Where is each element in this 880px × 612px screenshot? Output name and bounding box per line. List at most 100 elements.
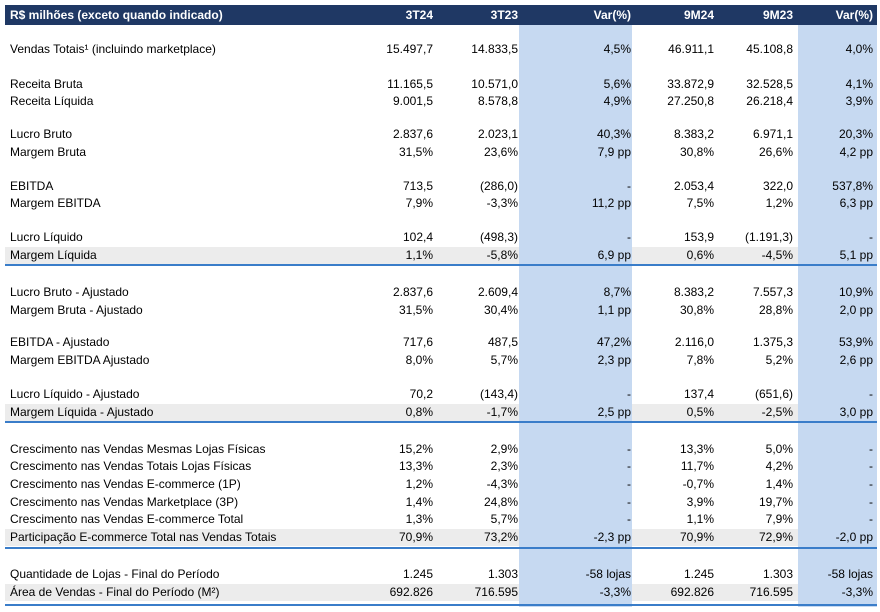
value-9m24: 1.245: [683, 567, 714, 581]
value-9m24: 33.872,9: [667, 77, 714, 91]
var-3t: 11,2 pp: [591, 196, 631, 210]
var-9m: -: [869, 387, 873, 401]
table-row: Quantidade de Lojas - Final do Período 1.…: [5, 566, 877, 583]
value-3t24: 9.001,5: [392, 94, 433, 108]
section-divider: [5, 421, 877, 423]
value-3t24: 0,8%: [405, 405, 433, 419]
value-3t23: -5,8%: [486, 248, 518, 262]
header-3t23: 3T23: [490, 8, 518, 22]
var-3t: -2,3 pp: [593, 530, 631, 544]
value-3t23: -3,3%: [486, 196, 518, 210]
row-label: Lucro Bruto - Ajustado: [10, 285, 129, 299]
value-3t24: 717,6: [402, 335, 433, 349]
var-9m: 4,1%: [845, 77, 873, 91]
var-column-highlight-9m: [798, 5, 877, 607]
var-highlight-cell: [519, 584, 632, 601]
var-3t: -3,3%: [599, 585, 631, 599]
row-label: Participação E-commerce Total nas Vendas…: [10, 530, 277, 544]
value-3t24: 31,5%: [398, 145, 433, 159]
var-3t: -: [627, 387, 631, 401]
var-3t: -: [627, 179, 631, 193]
var-3t: -: [627, 512, 631, 526]
value-9m23: 322,0: [762, 179, 793, 193]
value-9m24: 7,5%: [686, 196, 714, 210]
table-row: Crescimento nas Vendas Mesmas Lojas Físi…: [5, 441, 877, 458]
value-9m23: 5,2%: [765, 353, 793, 367]
var-9m: 4,2 pp: [839, 145, 873, 159]
value-3t24: 15.497,7: [386, 42, 433, 56]
table-row: Lucro Bruto 2.837,6 2.023,1 40,3% 8.383,2 6.9…: [5, 126, 877, 143]
var-3t: -: [627, 442, 631, 456]
value-3t24: 1,1%: [405, 248, 433, 262]
value-3t24: 1,3%: [405, 512, 433, 526]
value-9m24: 8.383,2: [673, 285, 714, 299]
var-9m: -: [869, 442, 873, 456]
value-3t24: 1,2%: [405, 477, 433, 491]
var-9m: 20,3%: [838, 127, 873, 141]
value-9m23: 1,4%: [765, 477, 793, 491]
var-3t: 1,1 pp: [597, 303, 631, 317]
value-3t24: 13,3%: [398, 459, 433, 473]
value-9m24: 137,4: [683, 387, 714, 401]
value-3t23: 5,7%: [490, 353, 518, 367]
table-row: Lucro Bruto - Ajustado 2.837,6 2.609,4 8,7%…: [5, 284, 877, 301]
value-3t23: 30,4%: [483, 303, 518, 317]
value-9m23: 4,2%: [765, 459, 793, 473]
var-3t: 4,5%: [603, 42, 631, 56]
value-9m23: 26,6%: [758, 145, 793, 159]
value-9m23: 28,8%: [758, 303, 793, 317]
var-9m: 10,9%: [838, 285, 873, 299]
value-3t24: 8,0%: [405, 353, 433, 367]
var-9m: 53,9%: [838, 335, 873, 349]
value-3t23: -4,3%: [486, 477, 518, 491]
value-9m23: -4,5%: [761, 248, 793, 262]
value-3t24: 70,9%: [398, 530, 433, 544]
value-9m24: 692.826: [670, 585, 714, 599]
value-3t23: 10.571,0: [471, 77, 518, 91]
table-row: Lucro Líquido 102,4 (498,3) - 153,9 (1.191,3)…: [5, 229, 877, 246]
value-3t23: 73,2%: [483, 530, 518, 544]
table-row: Participação E-commerce Total nas Vendas…: [5, 529, 877, 546]
var-3t: -58 lojas: [585, 567, 631, 581]
value-3t23: (286,0): [479, 179, 518, 193]
value-9m24: 3,9%: [686, 495, 714, 509]
header-9m24: 9M24: [683, 8, 714, 22]
table-row: Crescimento nas Vendas Totais Lojas Físi…: [5, 458, 877, 475]
value-9m24: 13,3%: [679, 442, 714, 456]
var-3t: 7,9 pp: [597, 145, 631, 159]
value-3t23: 716.595: [474, 585, 518, 599]
value-3t24: 15,2%: [398, 442, 433, 456]
var-9m: 4,0%: [845, 42, 873, 56]
row-label: Margem Líquida - Ajustado: [10, 405, 154, 419]
value-3t24: 70,2: [409, 387, 433, 401]
var-highlight-cell: [519, 247, 632, 264]
table-row: Crescimento nas Vendas E-commerce (1P) 1,…: [5, 476, 877, 493]
value-3t23: 5,7%: [490, 512, 518, 526]
value-9m24: 1,1%: [686, 512, 714, 526]
value-3t23: (498,3): [479, 230, 518, 244]
table-row: Margem Líquida - Ajustado 0,8% -1,7% 2,5 pp…: [5, 404, 877, 421]
value-9m23: 1,2%: [765, 196, 793, 210]
table-row: Área de Vendas - Final do Período (M²) 69…: [5, 584, 877, 601]
value-9m23: 7,9%: [765, 512, 793, 526]
table-row: EBITDA - Ajustado 717,6 487,5 47,2% 2.116,0 1…: [5, 334, 877, 351]
value-9m24: 0,6%: [686, 248, 714, 262]
value-9m24: 7,8%: [686, 353, 714, 367]
value-9m24: 2.053,4: [673, 179, 714, 193]
section-divider: [5, 547, 877, 549]
header-label: R$ milhões (exceto quando indicado): [10, 8, 223, 22]
table-row: Lucro Líquido - Ajustado 70,2 (143,4) - 137,…: [5, 386, 877, 403]
value-3t24: 7,9%: [405, 196, 433, 210]
value-9m23: 1.303: [762, 567, 793, 581]
value-9m24: 153,9: [683, 230, 714, 244]
value-3t23: -1,7%: [486, 405, 518, 419]
row-label: Receita Líquida: [10, 94, 94, 108]
var-highlight-cell: [798, 404, 877, 421]
var-3t: -: [627, 477, 631, 491]
var-9m: 3,0 pp: [839, 405, 873, 419]
value-9m24: 11,7%: [680, 459, 714, 473]
value-9m23: 19,7%: [758, 495, 793, 509]
var-highlight-cell: [519, 404, 632, 421]
var-3t: 8,7%: [603, 285, 631, 299]
